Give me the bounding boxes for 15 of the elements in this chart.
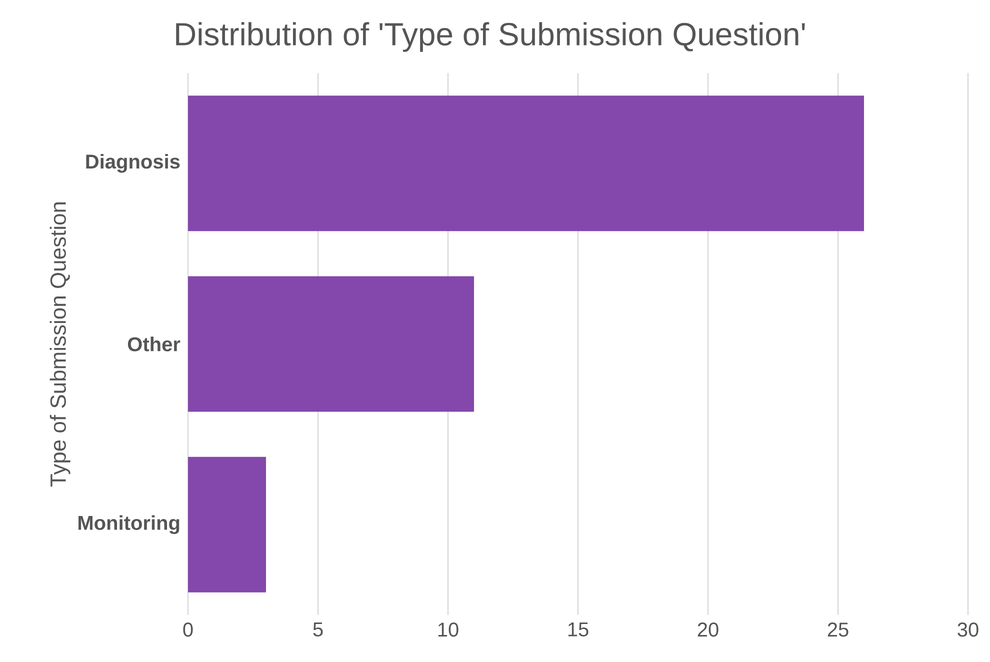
bar (188, 456, 266, 592)
x-tick-label: 0 (183, 622, 193, 637)
bar (188, 276, 474, 412)
x-tick-label: 20 (698, 622, 718, 637)
y-tick-label: Other (128, 336, 180, 352)
y-axis-title: Type of Submission Question (50, 202, 70, 487)
bar (188, 96, 864, 232)
x-tick-label: 10 (438, 622, 458, 637)
chart-title: Distribution of 'Type of Submission Question' (176, 22, 805, 52)
x-tick-label: 5 (313, 622, 323, 636)
x-tick-label: 15 (568, 622, 588, 636)
y-tick-label: Monitoring (78, 515, 180, 534)
y-tick-label: Diagnosis (86, 154, 180, 173)
x-tick-label: 30 (958, 622, 978, 637)
x-tick-label: 25 (828, 622, 848, 637)
